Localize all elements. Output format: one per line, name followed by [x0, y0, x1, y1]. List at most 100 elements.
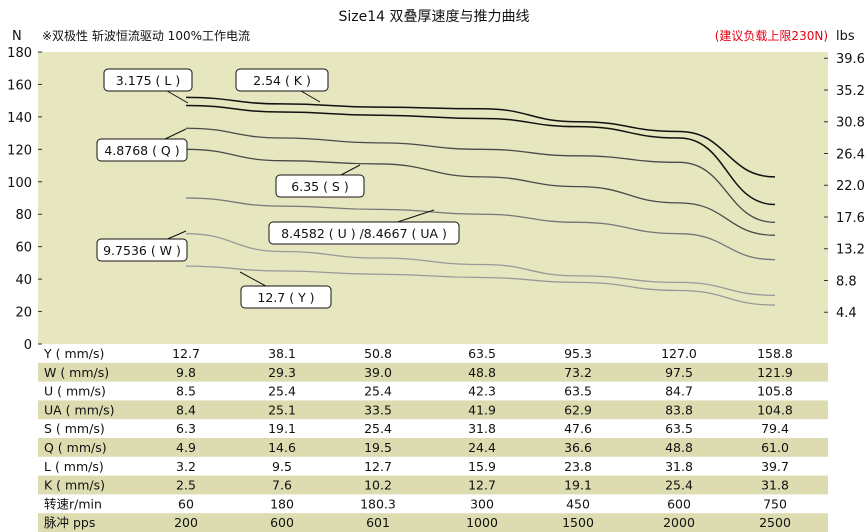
table-cell: 10.2 — [364, 478, 392, 493]
table-cell: 127.0 — [661, 346, 697, 361]
table-row-stripe — [38, 475, 828, 495]
y-tick-label-right: 17.6 — [836, 211, 865, 226]
y-tick-label-left: 0 — [24, 338, 32, 353]
y-axis-label-right: lbs — [836, 29, 855, 44]
table-cell: 29.3 — [268, 365, 296, 380]
table-cell: 104.8 — [757, 402, 793, 417]
callout-box — [96, 238, 188, 262]
series-label: 2.54 ( K ) — [253, 73, 311, 88]
table-row-label: W ( mm/s) — [44, 365, 109, 380]
table-cell: 61.0 — [761, 440, 789, 455]
table-cell: 3.2 — [176, 459, 196, 474]
table-cell: 48.8 — [665, 440, 693, 455]
series-line — [185, 96, 776, 178]
table-cell: 63.5 — [564, 384, 592, 399]
callout-box — [240, 285, 332, 309]
series-line — [185, 233, 776, 296]
table-cell: 2500 — [759, 515, 791, 530]
y-tick-label-right: 30.8 — [836, 116, 865, 131]
table-cell: 73.2 — [564, 365, 592, 380]
table-cell: 48.8 — [468, 365, 496, 380]
chart-subtitle: ※双极性 斩波恒流驱动 100%工作电流 — [42, 29, 250, 43]
table-row-label: 转速r/min — [44, 496, 102, 511]
series-label: 6.35 ( S ) — [291, 179, 348, 194]
table-cell: 9.5 — [272, 459, 292, 474]
table-cell: 12.7 — [364, 459, 392, 474]
table-cell: 200 — [174, 515, 198, 530]
table-cell: 25.4 — [364, 421, 392, 436]
table-cell: 38.1 — [268, 346, 296, 361]
callout-box — [268, 221, 460, 245]
y-tick-label-right: 39.6 — [836, 52, 865, 67]
y-tick-label-left: 40 — [15, 273, 32, 288]
table-cell: 39.0 — [364, 365, 392, 380]
series-label: 3.175 ( L ) — [116, 73, 180, 88]
y-tick-label-right: 8.8 — [836, 274, 857, 289]
table-cell: 121.9 — [757, 365, 793, 380]
table-cell: 4.9 — [176, 440, 196, 455]
y-tick-label-left: 140 — [7, 111, 32, 126]
table-cell: 6.3 — [176, 421, 196, 436]
series-line — [185, 197, 776, 261]
y-tick-label-left: 100 — [7, 176, 32, 191]
y-tick-label-right: 4.4 — [836, 306, 857, 321]
series-label: 9.7536 ( W ) — [103, 243, 181, 258]
table-cell: 25.4 — [364, 384, 392, 399]
y-tick-label-right: 35.2 — [836, 84, 865, 99]
y-tick-label-left: 60 — [15, 241, 32, 256]
load-limit-note: (建议负载上限230N) — [715, 29, 828, 43]
table-row-label: L ( mm/s) — [44, 459, 104, 474]
y-tick-label-right: 26.4 — [836, 147, 865, 162]
table-cell: 180.3 — [360, 496, 396, 511]
table-cell: 8.5 — [176, 384, 196, 399]
table-cell: 42.3 — [468, 384, 496, 399]
table-cell: 1500 — [562, 515, 594, 530]
table-cell: 600 — [667, 496, 691, 511]
table-row-stripe — [38, 400, 828, 420]
series-line — [185, 104, 776, 206]
table-cell: 47.6 — [564, 421, 592, 436]
y-tick-label-left: 80 — [15, 208, 32, 223]
table-row-stripe — [38, 438, 828, 457]
y-axis-label-left: N — [12, 29, 22, 44]
table-cell: 750 — [763, 496, 787, 511]
table-cell: 23.8 — [564, 459, 592, 474]
table-row-stripe — [38, 362, 828, 382]
table-row-label: Y ( mm/s) — [43, 346, 104, 361]
table-cell: 2.5 — [176, 478, 196, 493]
series-label: 12.7 ( Y ) — [257, 290, 314, 305]
table-cell: 95.3 — [564, 346, 592, 361]
callout-box — [275, 174, 365, 198]
table-cell: 7.6 — [272, 478, 292, 493]
y-tick-label-left: 160 — [7, 78, 32, 93]
table-cell: 84.7 — [665, 384, 693, 399]
table-cell: 63.5 — [468, 346, 496, 361]
table-cell: 450 — [566, 496, 590, 511]
table-cell: 300 — [470, 496, 494, 511]
table-cell: 39.7 — [761, 459, 789, 474]
series-label: 4.8768 ( Q ) — [104, 143, 179, 158]
table-cell: 31.8 — [665, 459, 693, 474]
table-cell: 9.8 — [176, 365, 196, 380]
y-tick-label-right: 22.0 — [836, 179, 865, 194]
y-tick-label-left: 120 — [7, 143, 32, 158]
table-row-label: 脉冲 pps — [44, 515, 95, 530]
table-cell: 97.5 — [665, 365, 693, 380]
table-cell: 2000 — [663, 515, 695, 530]
table-cell: 83.8 — [665, 402, 693, 417]
table-cell: 1000 — [466, 515, 498, 530]
table-cell: 33.5 — [364, 402, 392, 417]
table-cell: 79.4 — [761, 421, 789, 436]
table-cell: 24.4 — [468, 440, 496, 455]
table-cell: 15.9 — [468, 459, 496, 474]
series-line — [185, 265, 776, 306]
table-row-stripe — [38, 513, 828, 532]
table-cell: 25.1 — [268, 402, 296, 417]
table-row-label: S ( mm/s) — [44, 421, 105, 436]
table-cell: 25.4 — [665, 478, 693, 493]
y-tick-label-left: 180 — [7, 46, 32, 61]
callout-box — [103, 68, 193, 92]
table-cell: 36.6 — [564, 440, 592, 455]
table-cell: 31.8 — [761, 478, 789, 493]
table-row-label: K ( mm/s) — [44, 478, 105, 493]
